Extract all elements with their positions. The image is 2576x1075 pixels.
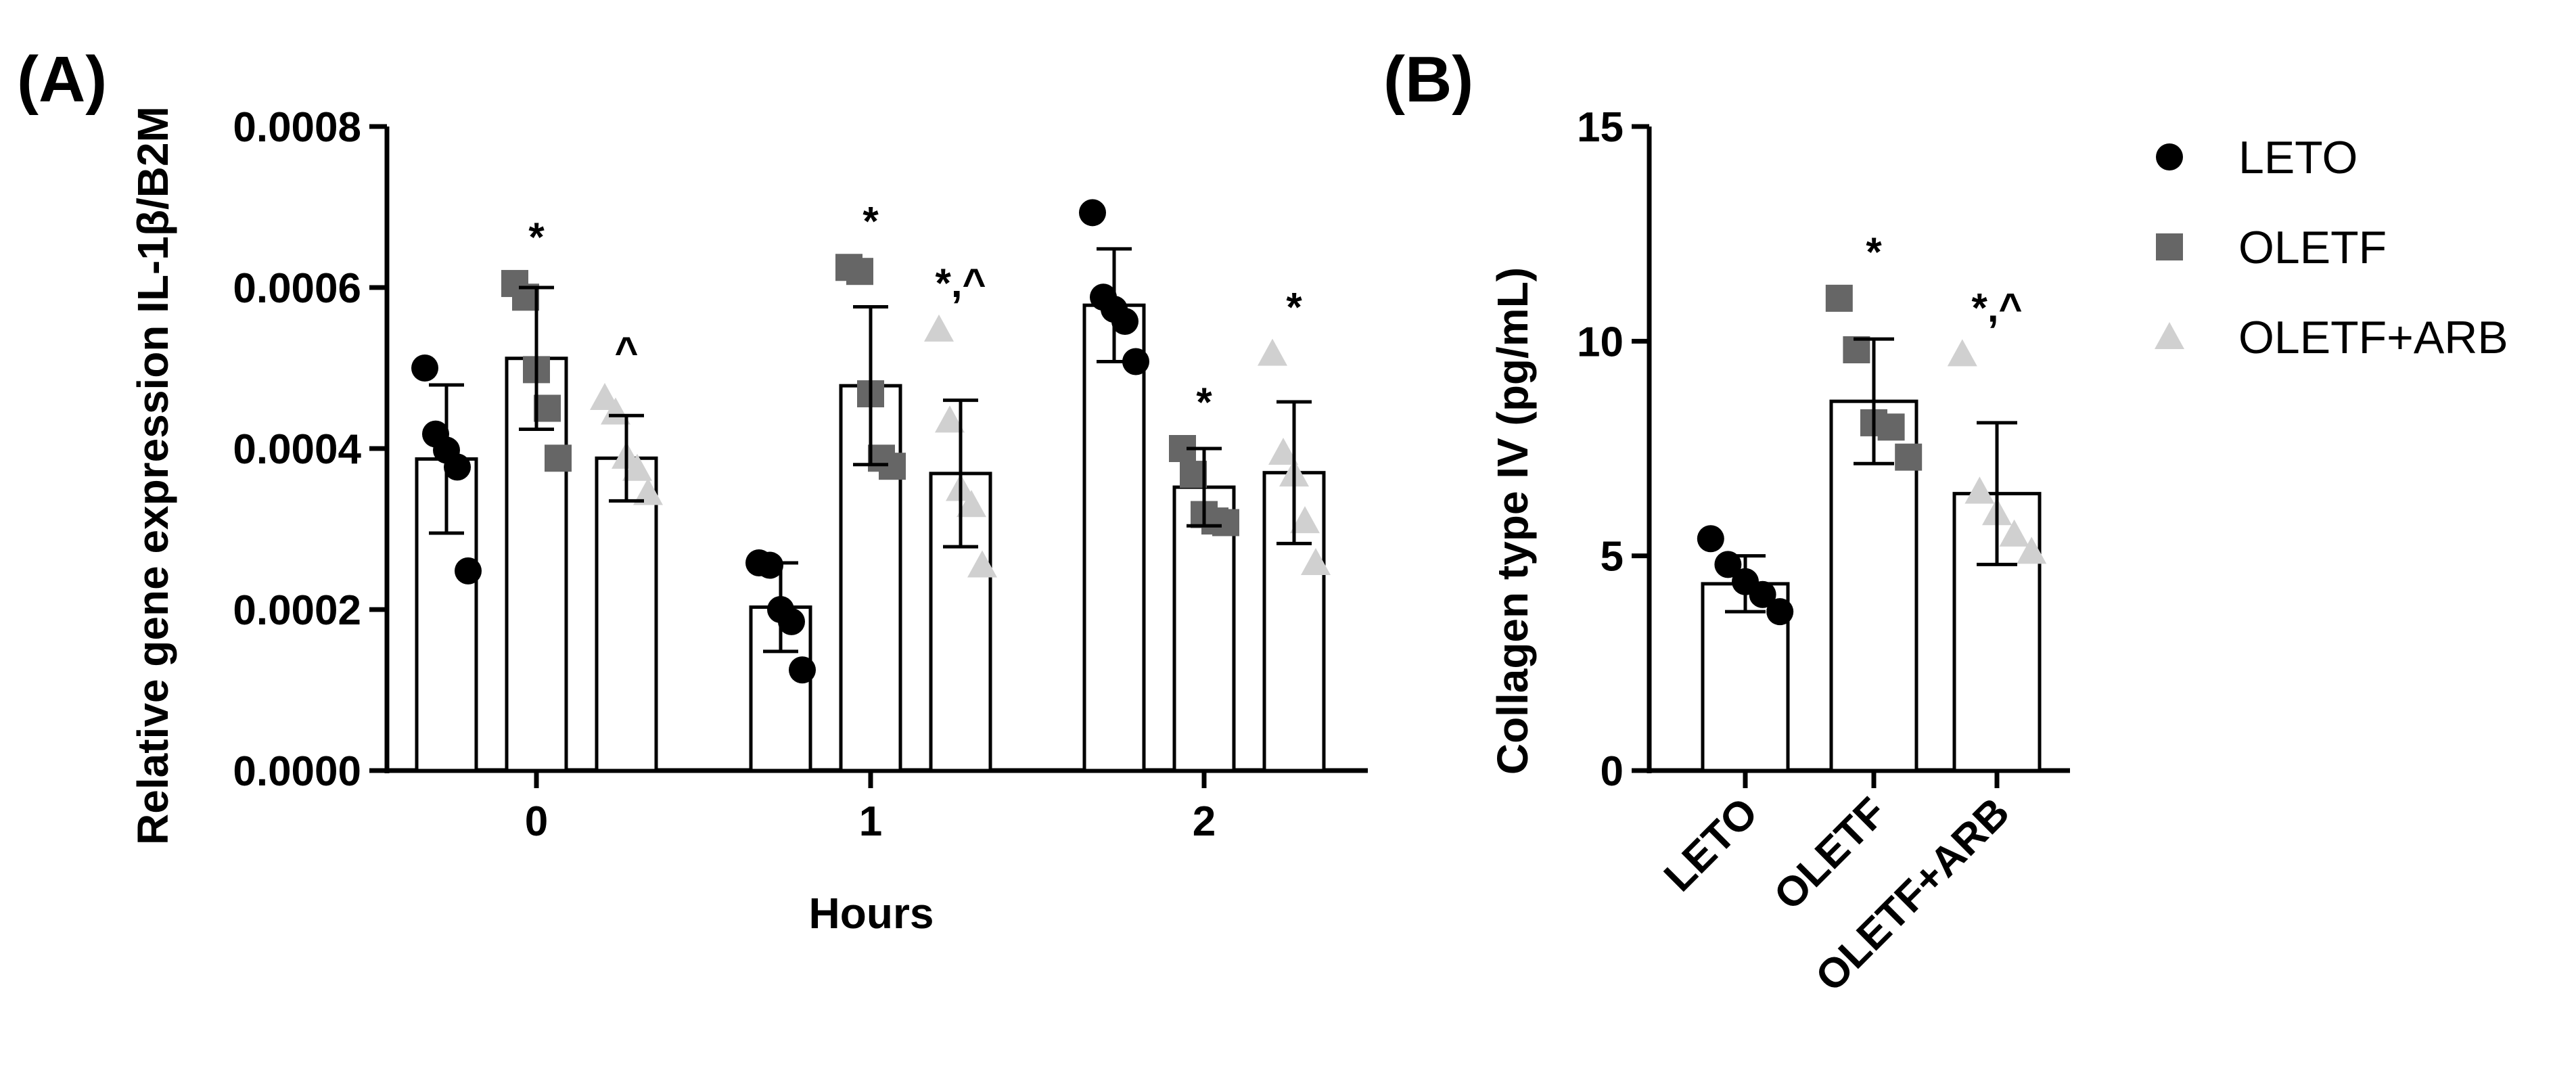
- legend-item: OLETF+ARB: [2155, 312, 2508, 363]
- panel-a-data-point: [967, 550, 997, 578]
- legend-marker: [2156, 233, 2183, 260]
- panel-a-data-point: [957, 490, 986, 518]
- panel-a-error-bar: [1276, 400, 1312, 545]
- panel-b-y-axis-label: Collagen type IV (pg/mL): [1488, 267, 1537, 775]
- legend-item: OLETF: [2156, 222, 2387, 273]
- panel-a-error-bar: [943, 398, 978, 549]
- panel-a-x-tick-label: 0: [525, 798, 548, 845]
- panel-b-error-bar: [1725, 554, 1766, 614]
- panel-b-data-point: [1766, 598, 1794, 626]
- panel-a-data-point: [444, 453, 471, 481]
- panel-b-y-tick-label: 10: [1577, 319, 1624, 365]
- panel-a-data-point: [924, 314, 954, 342]
- panel-b-data-point: [1825, 284, 1853, 312]
- panel-a-significance-mark: *: [528, 214, 545, 260]
- panel-a-data-point: [545, 444, 572, 472]
- panel-a-data-point: [590, 383, 620, 411]
- panel-a-significance-mark: ^: [614, 329, 638, 374]
- panel-a-data-point: [411, 354, 438, 382]
- panel-a-data-point: [601, 397, 630, 425]
- panel-b-error-bar: [1977, 421, 2017, 566]
- panel-a-error-bar: [1097, 247, 1132, 363]
- panel-a-error-bar: [763, 561, 798, 654]
- panel-a: (A) Relative gene expression IL-1β/B2M H…: [17, 43, 1368, 938]
- panel-a-error-bar: [609, 413, 644, 503]
- panel-a-bar: [1082, 303, 1146, 773]
- panel-a-data-point: [789, 656, 816, 684]
- panel-a-y-tick-label: 0.0000: [233, 748, 361, 795]
- panel-a-significance-mark: *,^: [935, 260, 986, 306]
- panel-a-error-bar: [519, 285, 554, 431]
- panel-a-y-tick-label: 0.0002: [233, 587, 361, 634]
- legend-label: OLETF+ARB: [2238, 312, 2508, 363]
- panel-b-y-tick-label: 15: [1577, 104, 1624, 151]
- panel-a-data-point: [846, 258, 873, 285]
- panel-b-data-point: [1843, 336, 1870, 364]
- panel-a-y-tick-label: 0.0006: [233, 265, 361, 312]
- panel-a-bar: [595, 456, 658, 773]
- panel-a-error-bar: [429, 383, 464, 535]
- panel-b-data-point: [1999, 519, 2029, 547]
- panel-a-plot-area: 0.0000 0.0002 0.0004 0.0006 0.0008 0 1 2 * * * ^ *,^…: [233, 104, 1368, 845]
- panel-b-significance-mark: *,^: [1971, 285, 2022, 330]
- legend-marker: [2156, 143, 2183, 170]
- panel-a-data-point: [622, 453, 652, 481]
- panel-a-y-tick-label: 0.0004: [233, 426, 361, 473]
- panel-a-data-point: [1268, 437, 1298, 465]
- legend: LETO OLETF OLETF+ARB: [2155, 132, 2508, 363]
- panel-a-y-tick-label: 0.0008: [233, 104, 361, 151]
- legend-marker: [2155, 322, 2184, 349]
- panel-a-x-tick-label: 1: [859, 798, 882, 845]
- panel-a-data-point: [1290, 506, 1320, 534]
- panel-b-data-point: [1895, 443, 1923, 471]
- panel-a-significance-mark: *: [1196, 380, 1212, 425]
- panel-b-y-tick-label: 0: [1601, 748, 1624, 795]
- panel-b-data-point: [1697, 525, 1724, 553]
- panel-a-data-point: [1180, 461, 1207, 488]
- panel-a-data-point: [935, 405, 965, 433]
- legend-item: LETO: [2156, 132, 2358, 183]
- panel-b-data-point: [1877, 413, 1905, 441]
- panel-b-data-point: [1947, 339, 1977, 367]
- panel-b-significance-mark: *: [1866, 229, 1882, 275]
- panel-a-label: (A): [17, 43, 107, 116]
- panel-a-data-point: [1258, 338, 1287, 366]
- panel-b: (B) Collagen type IV (pg/mL) 051015LETOO…: [1383, 43, 2070, 1001]
- legend-label: LETO: [2238, 132, 2358, 183]
- panel-b-data-point: [1749, 580, 1776, 608]
- panel-b-data-point: [1964, 476, 1995, 504]
- panel-b-data-point: [2017, 536, 2047, 564]
- panel-b-error-bar: [1854, 337, 1894, 465]
- legend-label: OLETF: [2238, 222, 2387, 273]
- panel-a-y-axis-label: Relative gene expression IL-1β/B2M: [129, 106, 177, 845]
- panel-a-data-point: [1212, 509, 1239, 536]
- panel-a-data-point: [455, 557, 482, 585]
- panel-a-x-axis-label: Hours: [809, 889, 934, 938]
- panel-a-data-point: [778, 608, 805, 635]
- panel-a-data-point: [534, 394, 561, 422]
- panel-b-data-point: [1714, 551, 1742, 578]
- panel-b-x-tick-label: LETO: [1655, 789, 1767, 900]
- panel-a-data-point: [756, 551, 783, 579]
- panel-a-error-bar: [853, 305, 888, 467]
- panel-a-data-point: [1111, 307, 1138, 335]
- panel-a-data-point: [633, 478, 663, 505]
- panel-a-x-tick-label: 2: [1193, 798, 1216, 845]
- panel-b-y-tick-label: 5: [1601, 534, 1624, 580]
- panel-b-label: (B): [1383, 43, 1473, 116]
- panel-a-data-point: [1301, 547, 1331, 575]
- panel-a-significance-mark: *: [862, 198, 879, 244]
- panel-a-data-point: [1122, 348, 1149, 375]
- panel-a-data-point: [1079, 199, 1106, 227]
- panel-a-significance-mark: *: [1286, 285, 1302, 330]
- panel-a-error-bar: [1187, 447, 1222, 528]
